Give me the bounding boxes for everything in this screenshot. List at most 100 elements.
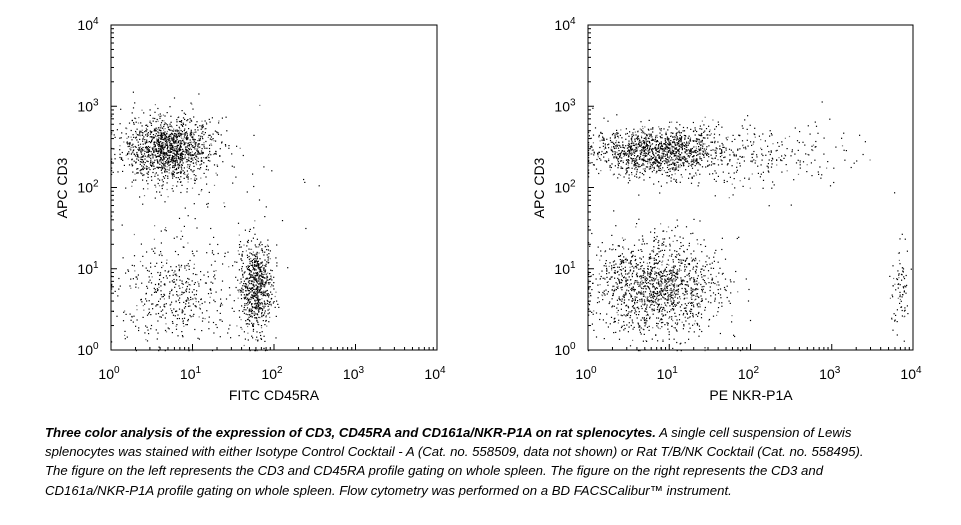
data-point <box>600 159 602 161</box>
data-point <box>207 271 209 273</box>
data-point <box>169 145 171 147</box>
data-point <box>699 158 701 160</box>
data-point <box>635 311 637 313</box>
data-point <box>140 149 142 151</box>
data-point <box>181 311 183 313</box>
data-point <box>159 179 161 181</box>
data-point <box>712 282 714 284</box>
data-point <box>184 134 186 136</box>
data-point <box>692 268 694 270</box>
data-point <box>588 350 590 352</box>
data-point <box>148 308 150 310</box>
data-point <box>164 145 166 147</box>
data-point <box>264 286 266 288</box>
data-point <box>142 305 144 307</box>
data-point <box>698 282 700 284</box>
data-point <box>256 294 258 296</box>
data-point <box>717 121 719 123</box>
data-point <box>698 134 700 136</box>
data-point <box>681 137 683 139</box>
data-point <box>628 149 630 151</box>
data-point <box>200 177 202 179</box>
data-point <box>164 131 166 133</box>
data-point <box>630 143 632 145</box>
data-point <box>151 303 153 305</box>
data-point <box>248 282 250 284</box>
data-point <box>691 295 693 297</box>
data-point <box>244 229 246 231</box>
data-point <box>693 281 695 283</box>
data-point <box>193 267 195 269</box>
data-point <box>172 155 175 157</box>
data-point <box>651 143 654 145</box>
data-point <box>254 258 256 260</box>
data-point <box>213 299 215 301</box>
data-point <box>662 148 664 150</box>
data-point <box>135 286 137 288</box>
data-point <box>765 154 767 156</box>
data-point <box>628 167 630 169</box>
data-point <box>625 291 627 293</box>
data-point <box>248 300 250 302</box>
data-point <box>668 143 670 145</box>
data-point <box>698 150 700 152</box>
data-point <box>615 140 617 142</box>
data-point <box>683 155 685 158</box>
data-point <box>636 280 638 282</box>
data-point <box>643 158 645 160</box>
data-point <box>151 294 153 296</box>
data-point <box>213 184 216 186</box>
data-point <box>667 298 669 301</box>
data-point <box>259 271 262 273</box>
data-point <box>649 273 651 275</box>
data-point <box>209 152 211 154</box>
data-point <box>753 141 755 143</box>
data-point <box>616 271 618 273</box>
data-point <box>266 325 268 327</box>
data-point <box>701 299 703 301</box>
data-point <box>249 228 251 230</box>
data-point <box>190 133 192 135</box>
data-point <box>267 259 269 261</box>
data-point <box>239 316 241 318</box>
data-point <box>122 257 124 259</box>
data-point <box>177 133 179 135</box>
data-point <box>697 315 699 317</box>
data-point <box>647 313 649 315</box>
data-point <box>233 166 235 168</box>
data-point <box>588 152 590 154</box>
data-point <box>660 293 662 295</box>
data-point <box>743 147 745 149</box>
data-point <box>123 164 125 166</box>
data-point <box>181 309 183 311</box>
data-point <box>267 239 269 241</box>
data-point <box>161 145 164 147</box>
data-point <box>250 274 253 276</box>
data-point <box>705 153 707 155</box>
data-point <box>644 146 646 149</box>
data-point <box>642 238 644 240</box>
data-point <box>632 148 634 150</box>
data-point <box>621 298 623 300</box>
data-point <box>173 140 175 143</box>
data-point <box>194 177 196 179</box>
data-point <box>666 162 668 164</box>
data-point <box>273 288 275 290</box>
data-point <box>701 276 703 278</box>
data-point <box>203 162 205 164</box>
data-point <box>658 126 660 128</box>
data-point <box>653 262 656 264</box>
data-point <box>160 124 162 126</box>
data-point <box>243 244 245 246</box>
data-point <box>150 272 152 275</box>
data-point <box>616 144 618 146</box>
data-point <box>598 291 600 293</box>
data-point <box>639 171 641 174</box>
data-point <box>207 155 209 157</box>
data-point <box>661 278 663 280</box>
data-point <box>175 155 177 157</box>
data-point <box>252 297 255 299</box>
data-point <box>725 149 727 151</box>
data-point <box>242 154 244 157</box>
data-point <box>648 329 650 331</box>
